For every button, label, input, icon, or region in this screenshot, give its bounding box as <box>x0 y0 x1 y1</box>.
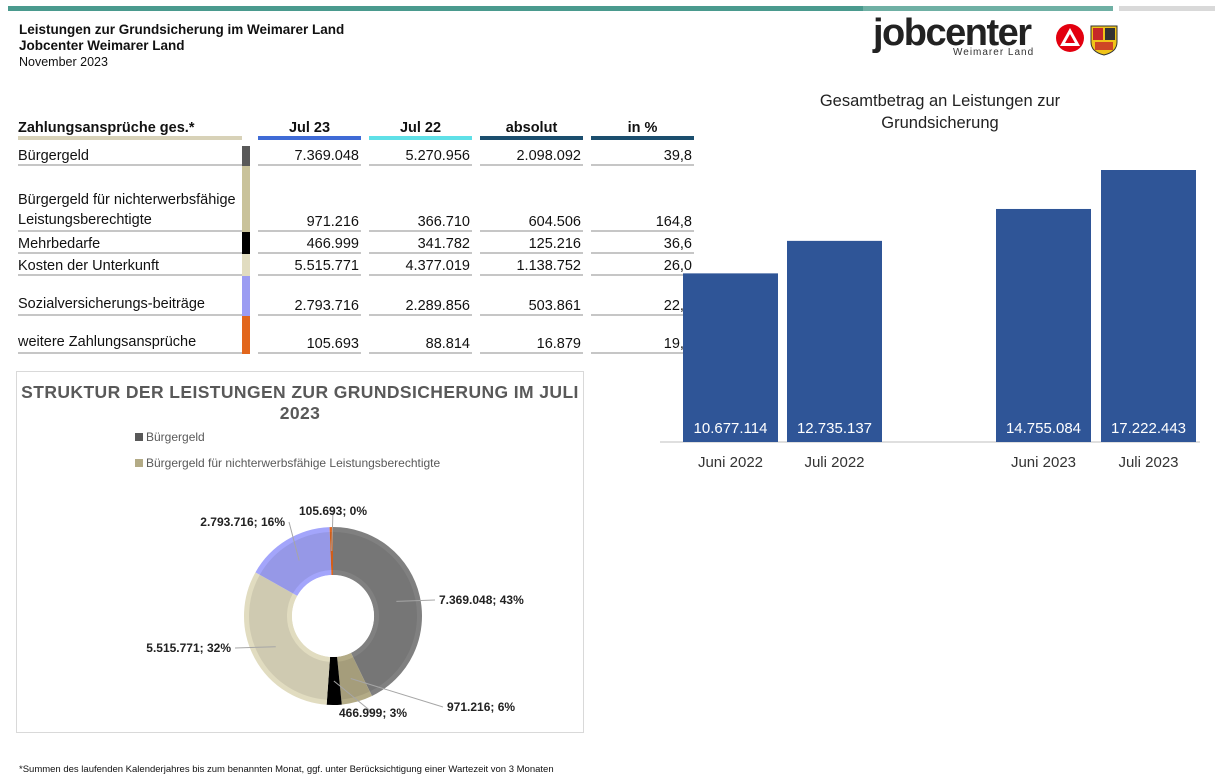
donut-data-label: 971.216; 6% <box>447 700 515 714</box>
row-label: Kosten der Unterkunft <box>18 254 242 276</box>
donut-data-label: 5.515.771; 32% <box>146 641 231 655</box>
legend-label: Bürgergeld <box>146 430 205 444</box>
report-header: Leistungen zur Grundsicherung im Weimare… <box>19 22 344 70</box>
row-label: Mehrbedarfe <box>18 232 242 254</box>
donut-slice-shade <box>336 657 370 700</box>
donut-data-label: 105.693; 0% <box>299 504 367 518</box>
legend-item: Bürgergeld <box>135 430 205 444</box>
cell-absolut: 16.879 <box>480 316 583 354</box>
donut-hole <box>292 575 374 657</box>
row-color-marker <box>242 254 250 276</box>
bar-category-label: Juni 2023 <box>1011 454 1076 470</box>
legend-label: Bürgergeld für nichterwerbsfähige Leistu… <box>146 456 441 470</box>
cell-absolut: 125.216 <box>480 232 583 254</box>
cell-percent: 26,0 <box>591 254 694 276</box>
donut-leader-line <box>333 680 374 714</box>
jobcenter-logo: jobcenter Weimarer Land <box>873 12 1123 60</box>
cell-jul22: 2.289.856 <box>369 276 472 316</box>
row-label: Bürgergeld <box>18 146 242 166</box>
logo-subtitle: Weimarer Land <box>953 47 1035 58</box>
donut-chart: 7.369.048; 43% 971.216; 6% 466.999; 3% 5.51… <box>146 504 524 720</box>
donut-leader-line <box>288 521 300 561</box>
bar <box>683 273 778 442</box>
donut-slice-shade <box>332 532 417 692</box>
table-row: weitere Zahlungsansprüche 105.693 88.814… <box>18 316 694 354</box>
cell-jul23: 105.693 <box>258 316 361 354</box>
row-label: weitere Zahlungsansprüche <box>18 316 242 354</box>
bar-category-label: Juli 2023 <box>1118 454 1178 470</box>
cell-absolut: 604.506 <box>480 166 583 232</box>
col-header-percent: in % <box>591 114 694 140</box>
cell-jul23: 2.793.716 <box>258 276 361 316</box>
cell-jul23: 7.369.048 <box>258 146 361 166</box>
cell-jul22: 5.270.956 <box>369 146 472 166</box>
donut-leader-line <box>396 599 436 602</box>
cell-percent: 164,8 <box>591 166 694 232</box>
logo-wordmark: jobcenter <box>873 12 1032 54</box>
benefits-table: Zahlungsansprüche ges.* Jul 23 Jul 22 ab… <box>18 114 694 354</box>
bar-value-label: 14.755.084 <box>1006 420 1081 437</box>
donut-leader-line <box>350 678 444 708</box>
bar <box>787 240 882 442</box>
legend-swatch <box>135 433 143 441</box>
bar-value-label: 17.222.443 <box>1111 420 1186 437</box>
cell-jul22: 366.710 <box>369 166 472 232</box>
cell-percent: 39,8 <box>591 146 694 166</box>
col-header-absolut: absolut <box>480 114 583 140</box>
cell-jul22: 4.377.019 <box>369 254 472 276</box>
col-header-jul23: Jul 23 <box>258 114 361 140</box>
donut-data-label: 2.793.716; 16% <box>200 515 285 529</box>
donut-chart-card: STRUKTUR DER LEISTUNGEN ZUR GRUNDSICHERU… <box>16 371 584 733</box>
donut-leader-line <box>331 510 334 552</box>
table-row: Sozialversicherungs-beiträge 2.793.716 2… <box>18 276 694 316</box>
cell-jul23: 466.999 <box>258 232 361 254</box>
coat-of-arms-icon <box>1090 25 1118 56</box>
cell-absolut: 1.138.752 <box>480 254 583 276</box>
row-color-marker <box>242 316 250 354</box>
cell-absolut: 2.098.092 <box>480 146 583 166</box>
bar-category-label: Juli 2022 <box>804 454 864 470</box>
donut-slice <box>331 527 422 697</box>
table-row: Mehrbedarfe 466.999 341.782 125.216 36,6 <box>18 232 694 254</box>
bar-category-label: Juni 2022 <box>698 454 763 470</box>
bar <box>996 208 1091 442</box>
donut-data-label: 7.369.048; 43% <box>439 593 524 607</box>
row-color-marker <box>242 166 250 232</box>
row-color-marker <box>242 146 250 166</box>
donut-data-label: 466.999; 3% <box>339 706 407 720</box>
table-row: Bürgergeld für nichterwerbsfähige Leistu… <box>18 166 694 232</box>
cell-jul22: 341.782 <box>369 232 472 254</box>
table-row: Kosten der Unterkunft 5.515.771 4.377.01… <box>18 254 694 276</box>
agency-triangle-icon <box>1056 24 1084 52</box>
table-row: Bürgergeld 7.369.048 5.270.956 2.098.092… <box>18 146 694 166</box>
bar-value-label: 10.677.114 <box>694 420 768 437</box>
bar-chart-title: Gesamtbetrag an Leistungen zur Grundsich… <box>819 92 1061 132</box>
row-color-marker <box>242 232 250 254</box>
top-accent-bar-2 <box>863 6 1113 11</box>
row-label: Bürgergeld für nichterwerbsfähige Leistu… <box>18 166 242 232</box>
row-color-marker <box>242 276 250 316</box>
col-header-category: Zahlungsansprüche ges.* <box>18 114 242 140</box>
top-accent-bar-3 <box>1119 6 1215 11</box>
cell-jul23: 5.515.771 <box>258 254 361 276</box>
report-date: November 2023 <box>19 55 108 69</box>
bar-value-label: 12.735.137 <box>797 420 872 437</box>
legend-item: Bürgergeld für nichterwerbsfähige Leistu… <box>135 456 440 470</box>
row-label: Sozialversicherungs-beiträge <box>18 276 242 316</box>
donut-leader-line <box>234 646 276 649</box>
donut-chart-title-text: STRUKTUR DER LEISTUNGEN ZUR GRUNDSICHERU… <box>21 382 579 423</box>
col-header-jul22: Jul 22 <box>369 114 472 140</box>
cell-jul23: 971.216 <box>258 166 361 232</box>
legend-swatch <box>135 459 143 467</box>
footnote: *Summen des laufenden Kalenderjahres bis… <box>19 764 554 775</box>
bar-chart: 10.677.114 Juni 2022 12.735.137 Juli 2022 14… <box>660 170 1200 470</box>
report-subtitle: Jobcenter Weimarer Land <box>19 38 185 53</box>
cell-absolut: 503.861 <box>480 276 583 316</box>
cell-jul22: 88.814 <box>369 316 472 354</box>
top-accent-bar <box>8 6 863 11</box>
donut-chart-title: STRUKTUR DER LEISTUNGEN ZUR GRUNDSICHERU… <box>17 382 583 424</box>
report-title: Leistungen zur Grundsicherung im Weimare… <box>19 22 345 37</box>
bar <box>1101 170 1196 442</box>
cell-percent: 36,6 <box>591 232 694 254</box>
